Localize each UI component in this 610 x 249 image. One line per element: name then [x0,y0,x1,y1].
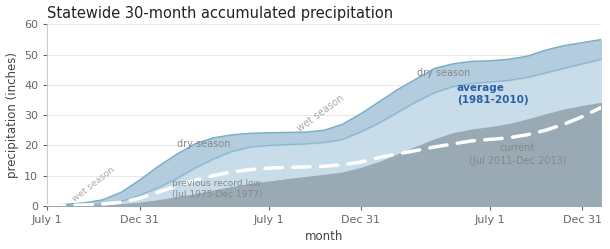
Text: current
(Jul 2011-Dec 2013): current (Jul 2011-Dec 2013) [469,143,567,166]
Text: wet season: wet season [71,165,117,204]
Text: average
(1981-2010): average (1981-2010) [457,83,528,105]
Text: wet season: wet season [295,93,346,134]
Text: dry season: dry season [417,68,470,78]
Text: previous record low
(Jul 1975-Dec 1977): previous record low (Jul 1975-Dec 1977) [172,179,262,199]
Text: dry season: dry season [178,139,231,149]
X-axis label: month: month [305,230,343,244]
Y-axis label: precipitation (inches): precipitation (inches) [5,52,18,178]
Text: Statewide 30-month accumulated precipitation: Statewide 30-month accumulated precipita… [47,5,393,21]
